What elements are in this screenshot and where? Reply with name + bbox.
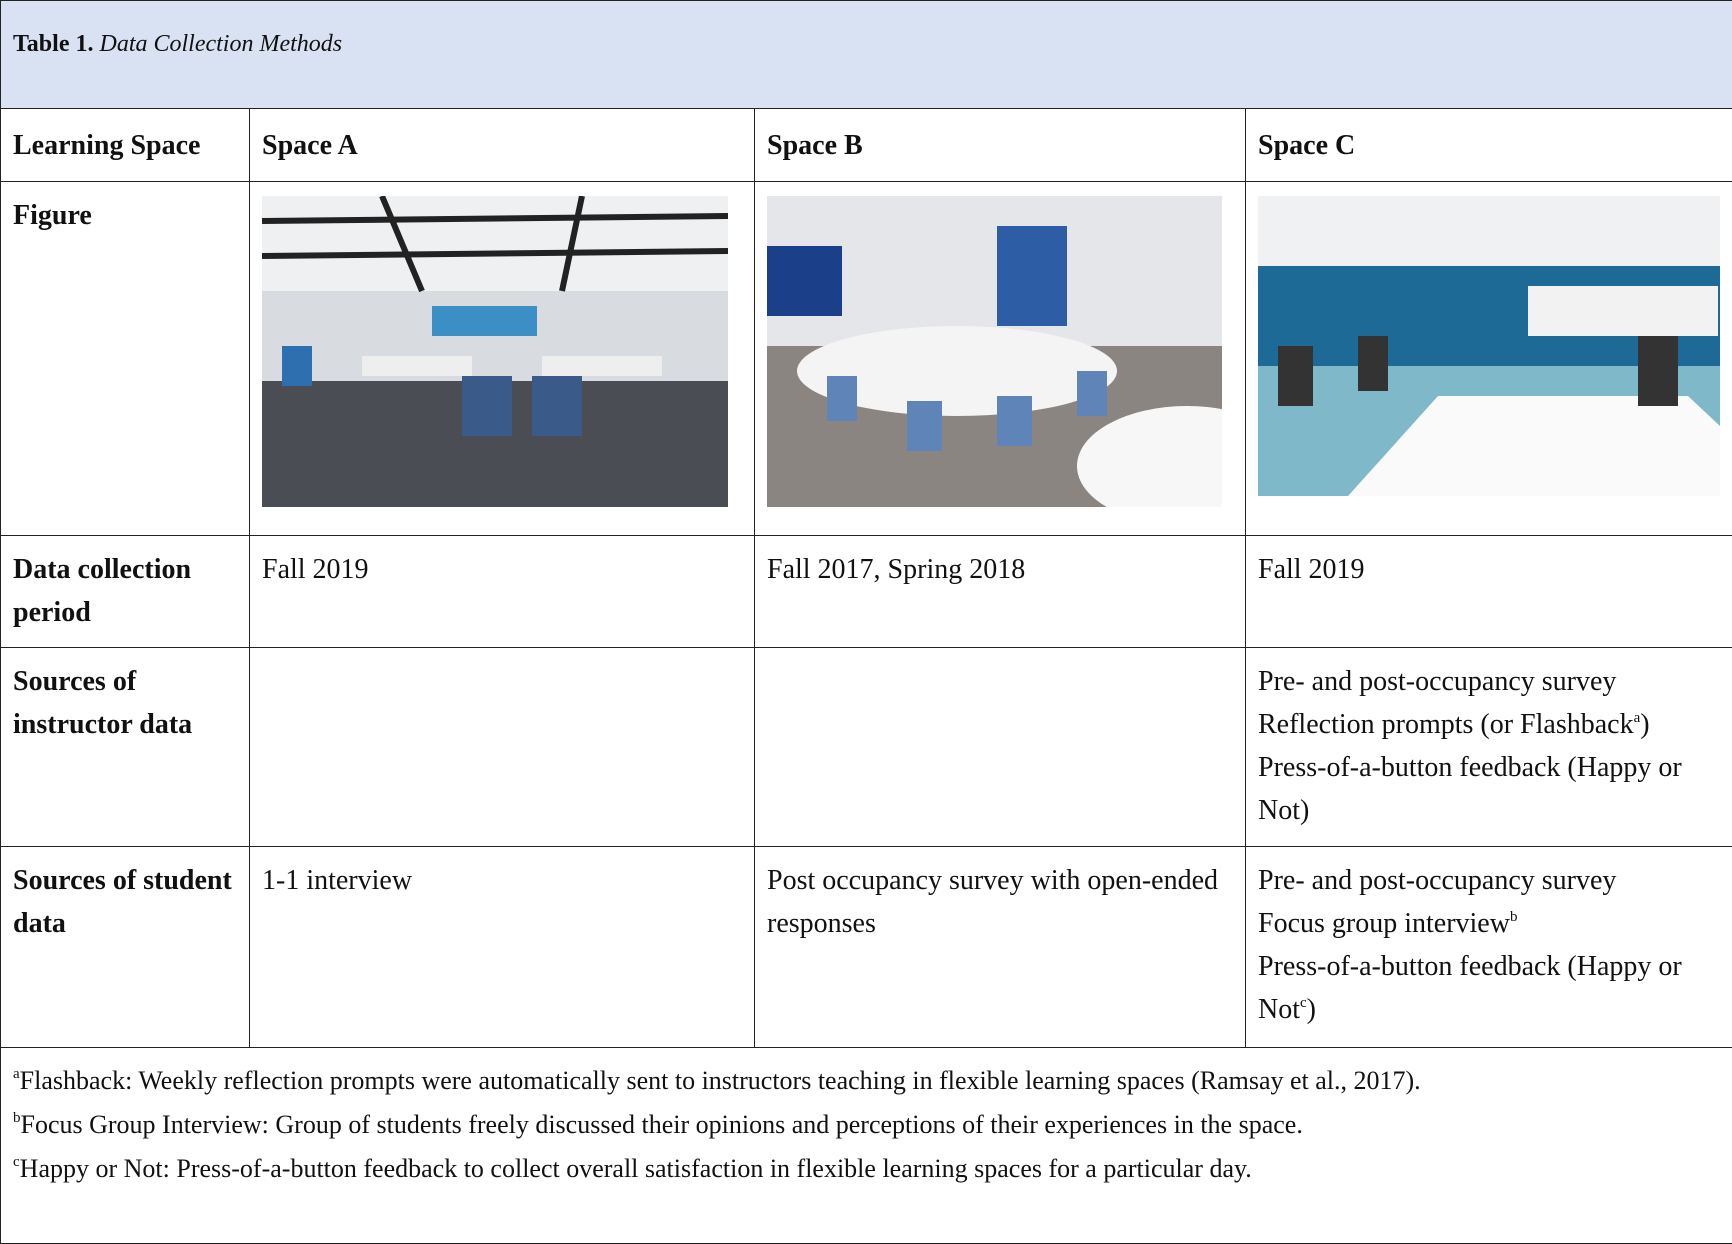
header-cell: Space A — [250, 109, 755, 182]
cell-line: Focus group interviewb — [1258, 902, 1722, 945]
footnote: aFlashback: Weekly reflection prompts we… — [13, 1062, 1722, 1100]
cell: Fall 2017, Spring 2018 — [755, 536, 1246, 648]
footnotes: aFlashback: Weekly reflection prompts we… — [1, 1048, 1732, 1244]
footnote-mark: c — [13, 1154, 20, 1170]
cell: Post occupancy survey with open-ended re… — [755, 847, 1246, 1048]
cell-text: Press-of-a-button feedback (Happy or Not — [1258, 951, 1682, 1025]
footnote-mark: b — [13, 1110, 21, 1126]
cell: Pre- and post-occupancy survey Focus grou… — [1246, 847, 1732, 1048]
space-b-photo — [767, 196, 1222, 507]
footnote-text: Flashback: Weekly reflection prompts wer… — [20, 1066, 1421, 1095]
figure-cell — [755, 182, 1246, 536]
cell-text: Fall 2017, Spring 2018 — [767, 554, 1025, 585]
cell: Fall 2019 — [1246, 536, 1732, 648]
cell-text: Reflection prompts (or Flashback — [1258, 709, 1634, 740]
footnote-text: Focus Group Interview: Group of students… — [21, 1110, 1303, 1139]
cell-text: Pre- and post-occupancy survey — [1258, 865, 1616, 896]
caption-row: Table 1. Data Collection Methods — [1, 1, 1732, 109]
footnote-ref: b — [1510, 909, 1518, 925]
cell-text: Focus group interview — [1258, 908, 1510, 939]
cell-text: ) — [1307, 994, 1316, 1025]
cell-line: Press-of-a-button feedback (Happy or Not… — [1258, 746, 1722, 832]
cell: 1-1 interview — [250, 847, 755, 1048]
cell-text: Pre- and post-occupancy survey — [1258, 666, 1616, 697]
cell-text: Press-of-a-button feedback (Happy or Not… — [1258, 752, 1682, 826]
cell — [755, 648, 1246, 847]
row-label: Figure — [1, 182, 250, 536]
row-label: Sources of instructor data — [1, 648, 250, 847]
cell-line: Fall 2019 — [1258, 548, 1722, 591]
cell-line: Reflection prompts (or Flashbacka) — [1258, 703, 1722, 746]
cell-line: Post occupancy survey with open-ended re… — [767, 859, 1233, 945]
cell-text: ) — [1640, 709, 1649, 740]
cell-line: Pre- and post-occupancy survey — [1258, 660, 1722, 703]
space-c-photo — [1258, 196, 1720, 496]
row-label: Sources of student data — [1, 847, 250, 1048]
cell-line: 1-1 interview — [262, 859, 742, 902]
header-cell: Learning Space — [1, 109, 250, 182]
footnote-text: Happy or Not: Press-of-a-button feedback… — [20, 1154, 1252, 1183]
row-label: Data collection period — [1, 536, 250, 648]
caption-title: Data Collection Methods — [99, 31, 342, 57]
cell-text: Fall 2019 — [1258, 554, 1365, 585]
header-cell: Space C — [1246, 109, 1732, 182]
cell-line: Fall 2017, Spring 2018 — [767, 548, 1233, 591]
footnote-ref: c — [1300, 995, 1307, 1011]
cell: Fall 2019 — [250, 536, 755, 648]
footnote-row: aFlashback: Weekly reflection prompts we… — [1, 1048, 1732, 1244]
cell — [250, 648, 755, 847]
table-row: Sources of student data 1-1 interview Po… — [1, 847, 1732, 1048]
cell-text: Fall 2019 — [262, 554, 369, 585]
table-row: Sources of instructor data Pre- and post… — [1, 648, 1732, 847]
footnote-mark: a — [13, 1066, 20, 1082]
figure-row: Figure — [1, 182, 1732, 536]
footnote: cHappy or Not: Press-of-a-button feedbac… — [13, 1150, 1722, 1188]
figure-cell — [1246, 182, 1732, 536]
cell-line: Fall 2019 — [262, 548, 742, 591]
caption: Table 1. Data Collection Methods — [1, 1, 1732, 109]
space-a-photo — [262, 196, 728, 507]
figure-cell — [250, 182, 755, 536]
cell-text: Post occupancy survey with open-ended re… — [767, 865, 1218, 939]
cell: Pre- and post-occupancy survey Reflection… — [1246, 648, 1732, 847]
footnote: bFocus Group Interview: Group of student… — [13, 1106, 1722, 1144]
caption-label: Table 1. — [13, 31, 93, 57]
cell-line: Press-of-a-button feedback (Happy or Not… — [1258, 945, 1722, 1031]
header-row: Learning Space Space A Space B Space C — [1, 109, 1732, 182]
cell-line: Pre- and post-occupancy survey — [1258, 859, 1722, 902]
cell-text: 1-1 interview — [262, 865, 412, 896]
header-cell: Space B — [755, 109, 1246, 182]
table-row: Data collection period Fall 2019 Fall 20… — [1, 536, 1732, 648]
